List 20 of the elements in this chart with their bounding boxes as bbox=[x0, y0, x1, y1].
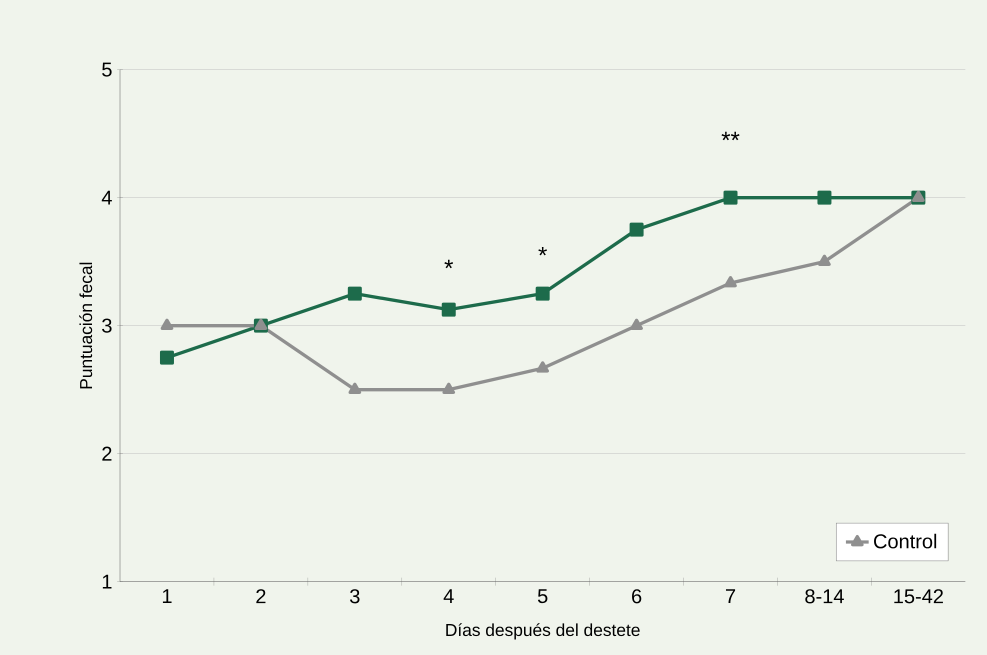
annotation: * bbox=[538, 246, 547, 256]
x-tick-label: 4 bbox=[444, 589, 454, 603]
x-tick-label: 7 bbox=[726, 589, 736, 603]
x-axis-title: Días después del destete bbox=[446, 623, 640, 640]
x-tick-label: 6 bbox=[632, 589, 642, 604]
x-tick-label: 5 bbox=[538, 589, 548, 604]
x-tick-label: 8-14 bbox=[805, 589, 844, 604]
y-tick-label: 1 bbox=[102, 574, 112, 589]
annotation: * bbox=[444, 260, 454, 268]
legend-label: Control bbox=[874, 534, 936, 548]
annotation: ** bbox=[722, 132, 740, 140]
x-tick-label: 2 bbox=[256, 589, 266, 604]
x-tick-label: 1 bbox=[162, 589, 172, 603]
y-tick-label: 4 bbox=[102, 190, 112, 205]
x-tick-label: 3 bbox=[350, 589, 360, 604]
y-tick-label: 5 bbox=[102, 62, 112, 77]
y-tick-label: 2 bbox=[102, 446, 112, 461]
x-tick-label: 15-42 bbox=[894, 589, 943, 604]
y-tick-label: 3 bbox=[102, 318, 112, 333]
y-axis-title: Puntuación fecal bbox=[79, 262, 92, 388]
